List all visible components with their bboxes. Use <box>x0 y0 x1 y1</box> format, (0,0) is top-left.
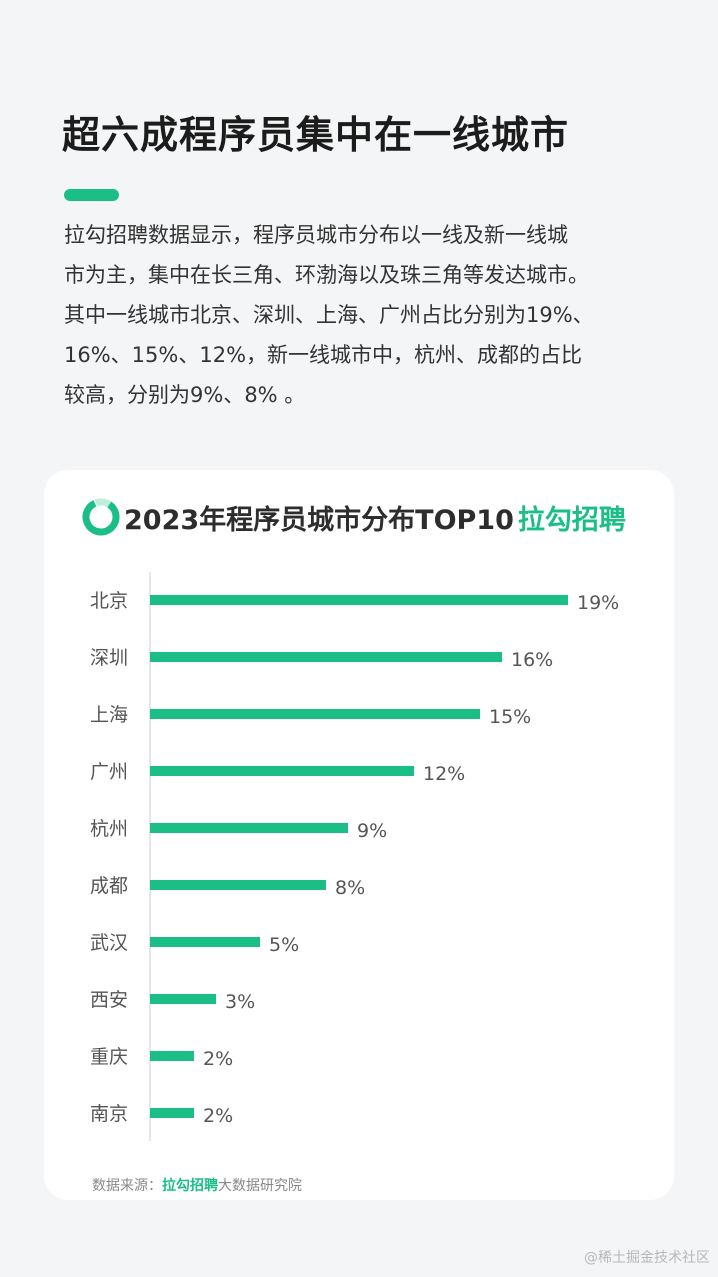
category-label: 深圳 <box>90 647 128 669</box>
value-label: 2% <box>203 1105 233 1127</box>
value-label: 5% <box>269 934 299 956</box>
value-label: 8% <box>335 877 365 899</box>
source-prefix: 数据来源： <box>92 1178 162 1194</box>
bar <box>150 1051 194 1061</box>
bar <box>150 1108 194 1118</box>
category-label: 重庆 <box>90 1046 128 1068</box>
ring-logo-icon <box>82 498 120 536</box>
category-label: 成都 <box>90 875 128 897</box>
bar <box>150 823 348 833</box>
category-label: 武汉 <box>90 932 128 954</box>
value-label: 3% <box>225 991 255 1013</box>
value-label: 19% <box>577 592 619 614</box>
bar <box>150 595 568 605</box>
category-label: 上海 <box>90 704 128 726</box>
bar <box>150 709 480 719</box>
value-label: 2% <box>203 1048 233 1070</box>
chart-card: 2023年程序员城市分布TOP10 拉勾招聘 北京 19% 深圳 16% 上海 15% 广州 1… <box>44 470 674 1200</box>
chart-title-brand: 拉勾招聘 <box>517 505 626 536</box>
chart-title-main: 2023年程序员城市分布TOP10 <box>124 505 514 536</box>
bar <box>150 652 502 662</box>
bar <box>150 766 414 776</box>
bar <box>150 937 260 947</box>
source-suffix: 大数据研究院 <box>218 1178 302 1194</box>
watermark: @稀土掘金技术社区 <box>584 1250 710 1266</box>
value-label: 15% <box>489 706 531 728</box>
category-label: 杭州 <box>90 818 128 840</box>
value-label: 16% <box>511 649 553 671</box>
page-title: 超六成程序员集中在一线城市 <box>62 113 570 157</box>
title-accent-bar <box>64 189 119 201</box>
bar <box>150 994 216 1004</box>
value-label: 9% <box>357 820 387 842</box>
value-label: 12% <box>423 763 465 785</box>
category-label: 南京 <box>90 1103 128 1125</box>
source-brand: 拉勾招聘 <box>162 1178 218 1194</box>
category-label: 西安 <box>90 989 128 1011</box>
intro-paragraph: 拉勾招聘数据显示，程序员城市分布以一线及新一线城 市为主，集中在长三角、环渤海以… <box>64 223 594 407</box>
bar-chart: 北京 19% 深圳 16% 上海 15% 广州 12% 杭州 9% 成都 8% 武汉 5% 西安 3% 重庆 2%… <box>90 572 619 1141</box>
data-source: 数据来源：拉勾招聘大数据研究院 <box>92 1175 302 1195</box>
chart-title: 2023年程序员城市分布TOP10 拉勾招聘 <box>124 498 626 537</box>
category-label: 广州 <box>90 761 128 783</box>
bar <box>150 880 326 890</box>
category-label: 北京 <box>90 590 128 612</box>
